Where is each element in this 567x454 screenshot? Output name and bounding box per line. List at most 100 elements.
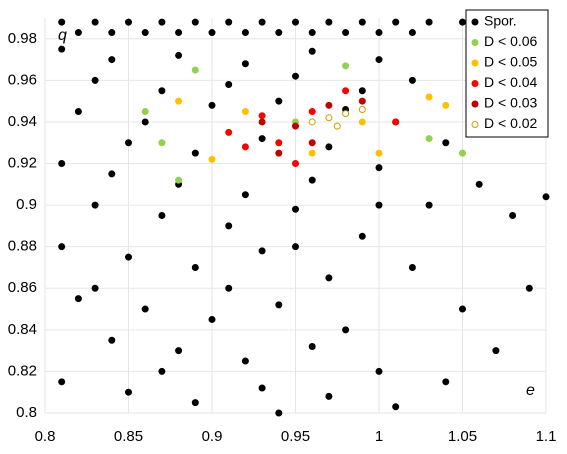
data-point — [425, 135, 433, 143]
x-tick-label: 0.9 — [202, 428, 223, 445]
data-point — [175, 347, 183, 355]
data-point — [241, 143, 249, 151]
x-tick-label: 1.05 — [448, 428, 477, 445]
data-point — [375, 201, 383, 209]
data-point — [358, 97, 366, 105]
data-point — [275, 139, 283, 147]
data-point — [375, 29, 383, 37]
data-point — [358, 18, 366, 26]
legend-marker — [471, 100, 479, 108]
legend-marker — [471, 18, 479, 26]
data-point — [442, 101, 450, 109]
legend-label: D < 0.02 — [484, 115, 538, 131]
data-point — [258, 18, 266, 26]
data-point — [342, 87, 350, 95]
data-point — [175, 51, 183, 59]
data-point — [241, 357, 249, 365]
legend-marker — [471, 80, 479, 87]
data-point — [125, 388, 132, 396]
data-point — [358, 87, 366, 95]
legend-label: Spor. — [484, 13, 517, 29]
data-point — [208, 315, 216, 323]
data-point — [225, 81, 233, 89]
data-point — [91, 18, 99, 26]
legend-label: D < 0.05 — [484, 54, 538, 70]
data-point — [258, 384, 266, 392]
legend-label: D < 0.04 — [484, 74, 538, 90]
data-point — [241, 60, 249, 68]
data-point — [191, 66, 199, 74]
data-point — [325, 143, 333, 151]
data-point — [225, 128, 233, 136]
y-tick-label: 0.82 — [8, 362, 37, 379]
data-point — [208, 29, 216, 37]
data-point — [358, 118, 366, 126]
data-point — [91, 284, 99, 292]
data-point — [158, 18, 166, 26]
data-point — [375, 164, 383, 172]
x-axis-label: e — [526, 382, 535, 399]
data-point — [492, 347, 500, 355]
y-tick-label: 0.96 — [8, 71, 37, 88]
data-point — [342, 62, 350, 70]
data-point — [91, 76, 99, 84]
legend-marker — [471, 39, 479, 46]
data-point — [525, 284, 533, 292]
y-tick-label: 0.98 — [8, 30, 37, 47]
data-point — [158, 139, 166, 147]
data-point — [225, 284, 233, 292]
data-point — [275, 149, 283, 157]
data-point — [325, 392, 333, 400]
data-point — [91, 201, 99, 209]
data-point — [191, 149, 199, 157]
data-point — [141, 108, 149, 116]
data-point — [208, 101, 216, 109]
data-point — [292, 243, 299, 251]
data-point — [108, 56, 116, 64]
data-point — [175, 97, 183, 105]
data-point — [125, 18, 132, 26]
y-axis-label: q — [58, 27, 67, 44]
data-point — [275, 29, 283, 37]
data-point — [308, 29, 316, 37]
data-point — [308, 149, 316, 157]
x-tick-label: 0.8 — [35, 428, 56, 445]
x-tick-label: 0.95 — [281, 428, 310, 445]
data-point — [108, 29, 116, 37]
data-point — [275, 97, 283, 105]
legend-label: D < 0.06 — [484, 33, 538, 49]
data-point — [342, 110, 350, 118]
data-point — [542, 193, 550, 201]
data-point — [191, 263, 199, 271]
data-point — [308, 176, 316, 184]
y-tick-label: 0.9 — [16, 196, 37, 213]
y-tick-label: 0.88 — [8, 238, 37, 255]
data-point — [442, 378, 450, 386]
data-point — [158, 87, 166, 95]
x-tick-label: 0.85 — [114, 428, 143, 445]
data-point — [442, 139, 450, 147]
data-point — [208, 155, 216, 163]
data-point — [58, 18, 66, 26]
data-point — [241, 108, 249, 116]
data-point — [141, 29, 149, 37]
data-point — [58, 45, 66, 53]
data-point — [141, 305, 149, 313]
data-point — [258, 112, 266, 120]
x-tick-label: 1.1 — [536, 428, 557, 445]
data-point — [175, 176, 183, 184]
data-point — [108, 170, 116, 178]
data-point — [509, 212, 517, 219]
legend-label: D < 0.03 — [484, 95, 538, 111]
data-point — [108, 336, 116, 344]
data-point — [358, 105, 366, 113]
data-point — [292, 122, 299, 130]
data-point — [241, 29, 249, 37]
data-point — [392, 18, 400, 26]
data-point — [375, 149, 383, 157]
y-tick-label: 0.92 — [8, 154, 37, 171]
data-point — [459, 305, 466, 313]
data-point — [292, 72, 299, 80]
data-point — [58, 378, 66, 386]
